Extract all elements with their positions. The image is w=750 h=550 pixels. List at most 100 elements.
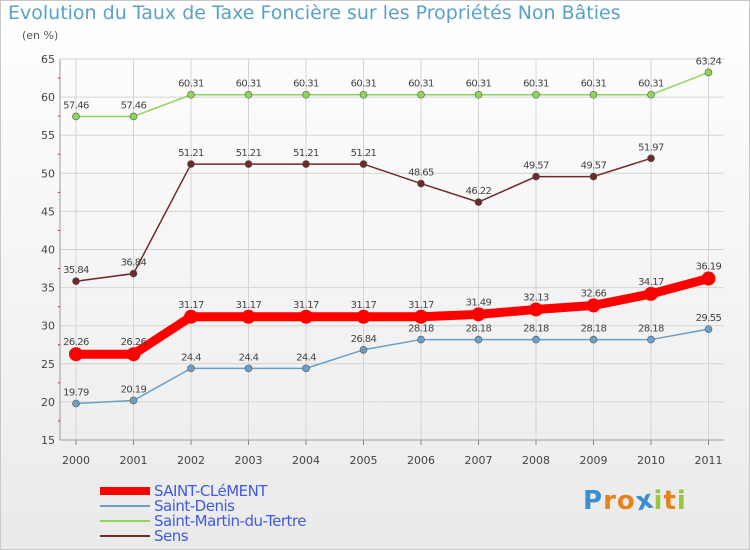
- data-point: [589, 335, 598, 344]
- x-tick-label: 2008: [522, 454, 550, 467]
- data-point: [129, 396, 138, 405]
- data-label: 28.18: [581, 324, 607, 335]
- data-label: 26.26: [121, 337, 147, 348]
- data-point: [299, 309, 313, 324]
- series-line-2: [75, 71, 710, 118]
- y-tick-label: 35: [41, 282, 55, 295]
- data-label: 48.65: [408, 168, 434, 179]
- data-point: [704, 68, 713, 77]
- data-point: [129, 112, 138, 121]
- x-tick-label: 2003: [235, 454, 263, 467]
- data-label: 60.31: [466, 79, 492, 90]
- y-tick-label: 60: [41, 91, 55, 104]
- data-label: 34.17: [638, 277, 664, 288]
- data-label: 31.17: [408, 300, 434, 311]
- data-point: [244, 160, 253, 168]
- data-label: 28.18: [408, 324, 434, 335]
- x-tick-label: 2002: [177, 454, 205, 467]
- y-tick-label: 65: [41, 53, 55, 66]
- x-tick-label: 2000: [62, 454, 90, 467]
- data-label: 51.21: [351, 148, 377, 159]
- data-label: 26.84: [351, 334, 377, 345]
- data-label: 35.84: [63, 265, 89, 276]
- legend-swatch: [100, 487, 150, 495]
- data-label: 46.22: [466, 186, 492, 197]
- data-point: [302, 90, 310, 99]
- legend-label: Saint-Denis: [154, 497, 235, 515]
- x-tick-label: 2011: [695, 454, 723, 467]
- data-point: [474, 335, 483, 344]
- data-point: [414, 309, 428, 324]
- logo-letter: o: [616, 486, 636, 516]
- data-point: [417, 335, 425, 344]
- grid: [60, 58, 724, 441]
- logo-letter: t: [663, 486, 677, 516]
- data-point: [302, 364, 310, 373]
- proxiti-logo: Proxiti: [583, 484, 687, 517]
- data-point: [302, 160, 310, 168]
- data-point: [184, 309, 198, 324]
- legend-swatch: [100, 520, 150, 522]
- data-point: [532, 172, 540, 181]
- logo-letter: P: [583, 486, 604, 516]
- data-point: [126, 347, 141, 362]
- y-tick-label: 40: [41, 244, 55, 257]
- data-point: [586, 298, 601, 313]
- data-label: 36.19: [696, 262, 722, 273]
- data-point: [701, 271, 716, 286]
- chart-title: Evolution du Taux de Taxe Foncière sur l…: [8, 2, 621, 24]
- data-label: 60.31: [638, 79, 664, 90]
- data-point: [704, 325, 713, 333]
- y-tick-label: 55: [41, 129, 55, 142]
- data-point: [532, 90, 540, 99]
- data-point: [647, 335, 655, 344]
- data-point: [529, 302, 543, 317]
- chart-unit: (en %): [22, 29, 59, 42]
- data-label: 31.17: [293, 300, 319, 311]
- data-label: 60.31: [581, 79, 607, 90]
- data-label: 60.31: [293, 79, 319, 90]
- data-label: 31.17: [236, 300, 262, 311]
- series-line-1: [75, 328, 710, 405]
- legend-swatch: [100, 505, 150, 507]
- data-label: 31.17: [351, 300, 377, 311]
- data-point: [644, 286, 658, 301]
- data-labels: 19.79 20.19 24.4 24.4 24.4 26.84 28.18 28.18 28.…: [63, 56, 722, 399]
- data-point: [187, 90, 195, 99]
- legend-label: SAINT-CLéMENT: [154, 482, 268, 500]
- data-label: 24.4: [296, 352, 316, 363]
- data-point: [69, 347, 83, 362]
- logo-letter: i: [676, 486, 687, 516]
- data-point: [241, 309, 256, 324]
- y-tick-label: 15: [41, 434, 55, 447]
- data-point: [359, 160, 368, 168]
- data-point: [532, 335, 540, 344]
- series-line-0: [71, 274, 713, 359]
- data-label: 60.31: [178, 79, 204, 90]
- data-label: 31.49: [466, 297, 492, 308]
- data-label: 26.26: [63, 337, 89, 348]
- data-point: [129, 269, 138, 278]
- x-tick-label: 2001: [120, 454, 148, 467]
- y-tick-label: 50: [41, 167, 55, 180]
- data-label: 51.21: [178, 148, 204, 159]
- data-point: [187, 364, 195, 373]
- data-label: 19.79: [63, 388, 89, 399]
- data-label: 24.4: [181, 352, 201, 363]
- data-label: 49.57: [523, 161, 549, 172]
- data-point: [417, 179, 425, 188]
- x-tick-label: 2004: [292, 454, 320, 467]
- y-tick-label: 30: [41, 320, 55, 333]
- data-point: [474, 90, 483, 99]
- data-point: [647, 90, 655, 99]
- data-label: 57.46: [121, 100, 147, 111]
- data-point: [244, 90, 253, 99]
- y-tick-label: 25: [41, 358, 55, 371]
- data-point: [471, 307, 486, 322]
- data-point: [359, 345, 368, 354]
- data-label: 32.66: [581, 288, 607, 299]
- data-label: 31.17: [178, 300, 204, 311]
- legend-swatch: [100, 535, 150, 537]
- data-point: [589, 172, 598, 181]
